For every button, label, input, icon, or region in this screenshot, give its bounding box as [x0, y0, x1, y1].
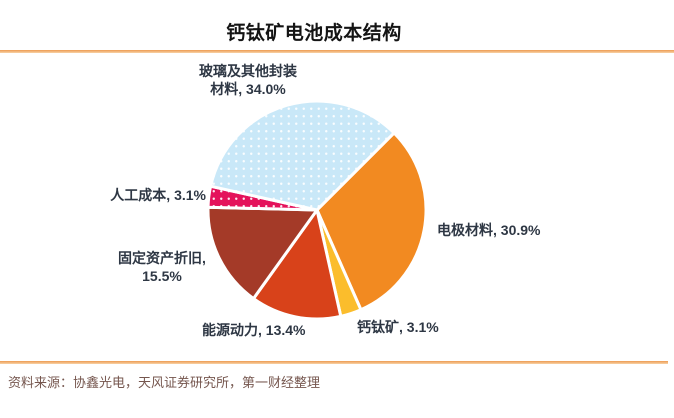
pie-slice-1 [315, 130, 428, 312]
slice-label-line: 玻璃及其他封装 [199, 63, 297, 79]
chart-title: 钙钛矿电池成本结构 [226, 23, 402, 44]
slice-label-glass-packaging: 玻璃及其他封装 材料, 34.0% [148, 62, 348, 98]
top-divider-line [0, 50, 674, 53]
bottom-divider-line [0, 361, 668, 364]
pie-slice-6 [208, 99, 397, 212]
pie-slice-4 [206, 205, 320, 301]
slice-label-line: 材料, 34.0% [210, 81, 286, 97]
pie-slice-3 [251, 206, 343, 321]
slice-label-perovskite: 钙钛矿, 3.1% [357, 319, 439, 335]
slice-label-electrode-materials: 电极材料, 30.9% [437, 222, 541, 238]
slice-label-line: 15.5% [142, 268, 182, 284]
slice-label-energy-power: 能源动力, 13.4% [202, 322, 306, 338]
source-note: 资料来源：协鑫光电，天风证券研究所，第一财经整理 [8, 375, 321, 390]
slice-label-labor-cost: 人工成本, 3.1% [110, 187, 206, 203]
slice-label-fixed-asset-depreciation: 固定资产折旧, 15.5% [62, 249, 262, 285]
slice-label-line: 固定资产折旧, [118, 250, 206, 266]
